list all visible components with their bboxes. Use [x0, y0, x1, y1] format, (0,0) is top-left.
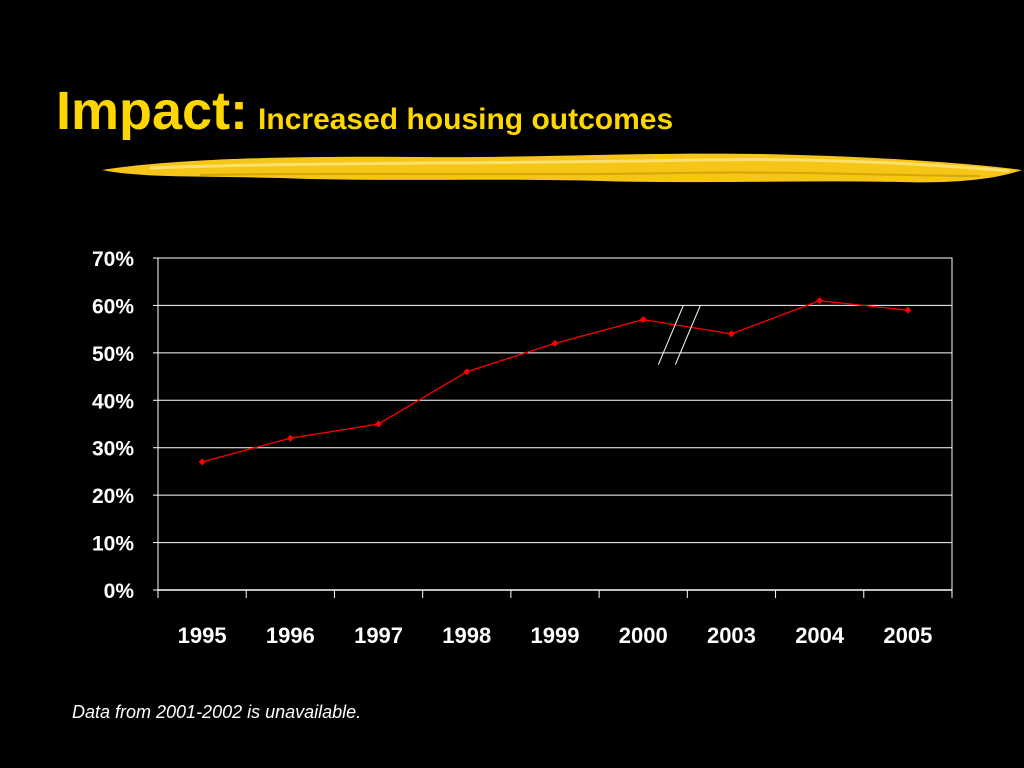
data-point — [463, 368, 471, 376]
x-tick-label: 1995 — [178, 623, 227, 648]
data-point — [375, 420, 383, 428]
y-tick-label: 70% — [92, 248, 134, 271]
data-point — [551, 339, 559, 347]
footnote: Data from 2001-2002 is unavailable. — [72, 702, 362, 722]
axis-break-mark — [674, 305, 701, 365]
x-tick-label: 2003 — [707, 623, 756, 648]
y-tick-label: 30% — [92, 438, 134, 461]
x-tick-label: 2000 — [619, 623, 668, 648]
data-point — [727, 330, 735, 338]
y-tick-label: 0% — [104, 580, 135, 603]
y-tick-label: 50% — [92, 343, 134, 366]
x-tick-label: 1996 — [266, 623, 315, 648]
yellow-brush-stroke-underline — [102, 153, 1022, 183]
data-point — [198, 458, 206, 466]
slide-title: Impact: Increased housing outcomes — [56, 80, 673, 142]
x-tick-label: 2005 — [883, 623, 932, 648]
y-tick-label: 40% — [92, 390, 134, 413]
series-line — [201, 300, 908, 463]
y-tick-label: 20% — [92, 485, 134, 508]
x-tick-label: 1999 — [531, 623, 580, 648]
x-tick-label: 1997 — [354, 623, 403, 648]
axis-break-mark — [657, 305, 684, 365]
x-tick-label: 2004 — [795, 623, 845, 648]
data-point — [639, 316, 647, 324]
data-point — [816, 297, 824, 305]
x-tick-label: 1998 — [442, 623, 491, 648]
line-chart: 0% 10% 20% 30% 40% 50% 60% 70% 1995 1996 1997 1998 1… — [92, 248, 953, 648]
plot-area-border — [157, 257, 953, 591]
title-subtitle: Increased housing outcomes — [258, 103, 674, 136]
y-tick-label: 10% — [92, 533, 134, 556]
y-tick-label: 60% — [92, 295, 134, 318]
title-main: Impact: — [56, 81, 249, 141]
data-point — [286, 434, 294, 442]
data-point — [904, 306, 912, 314]
